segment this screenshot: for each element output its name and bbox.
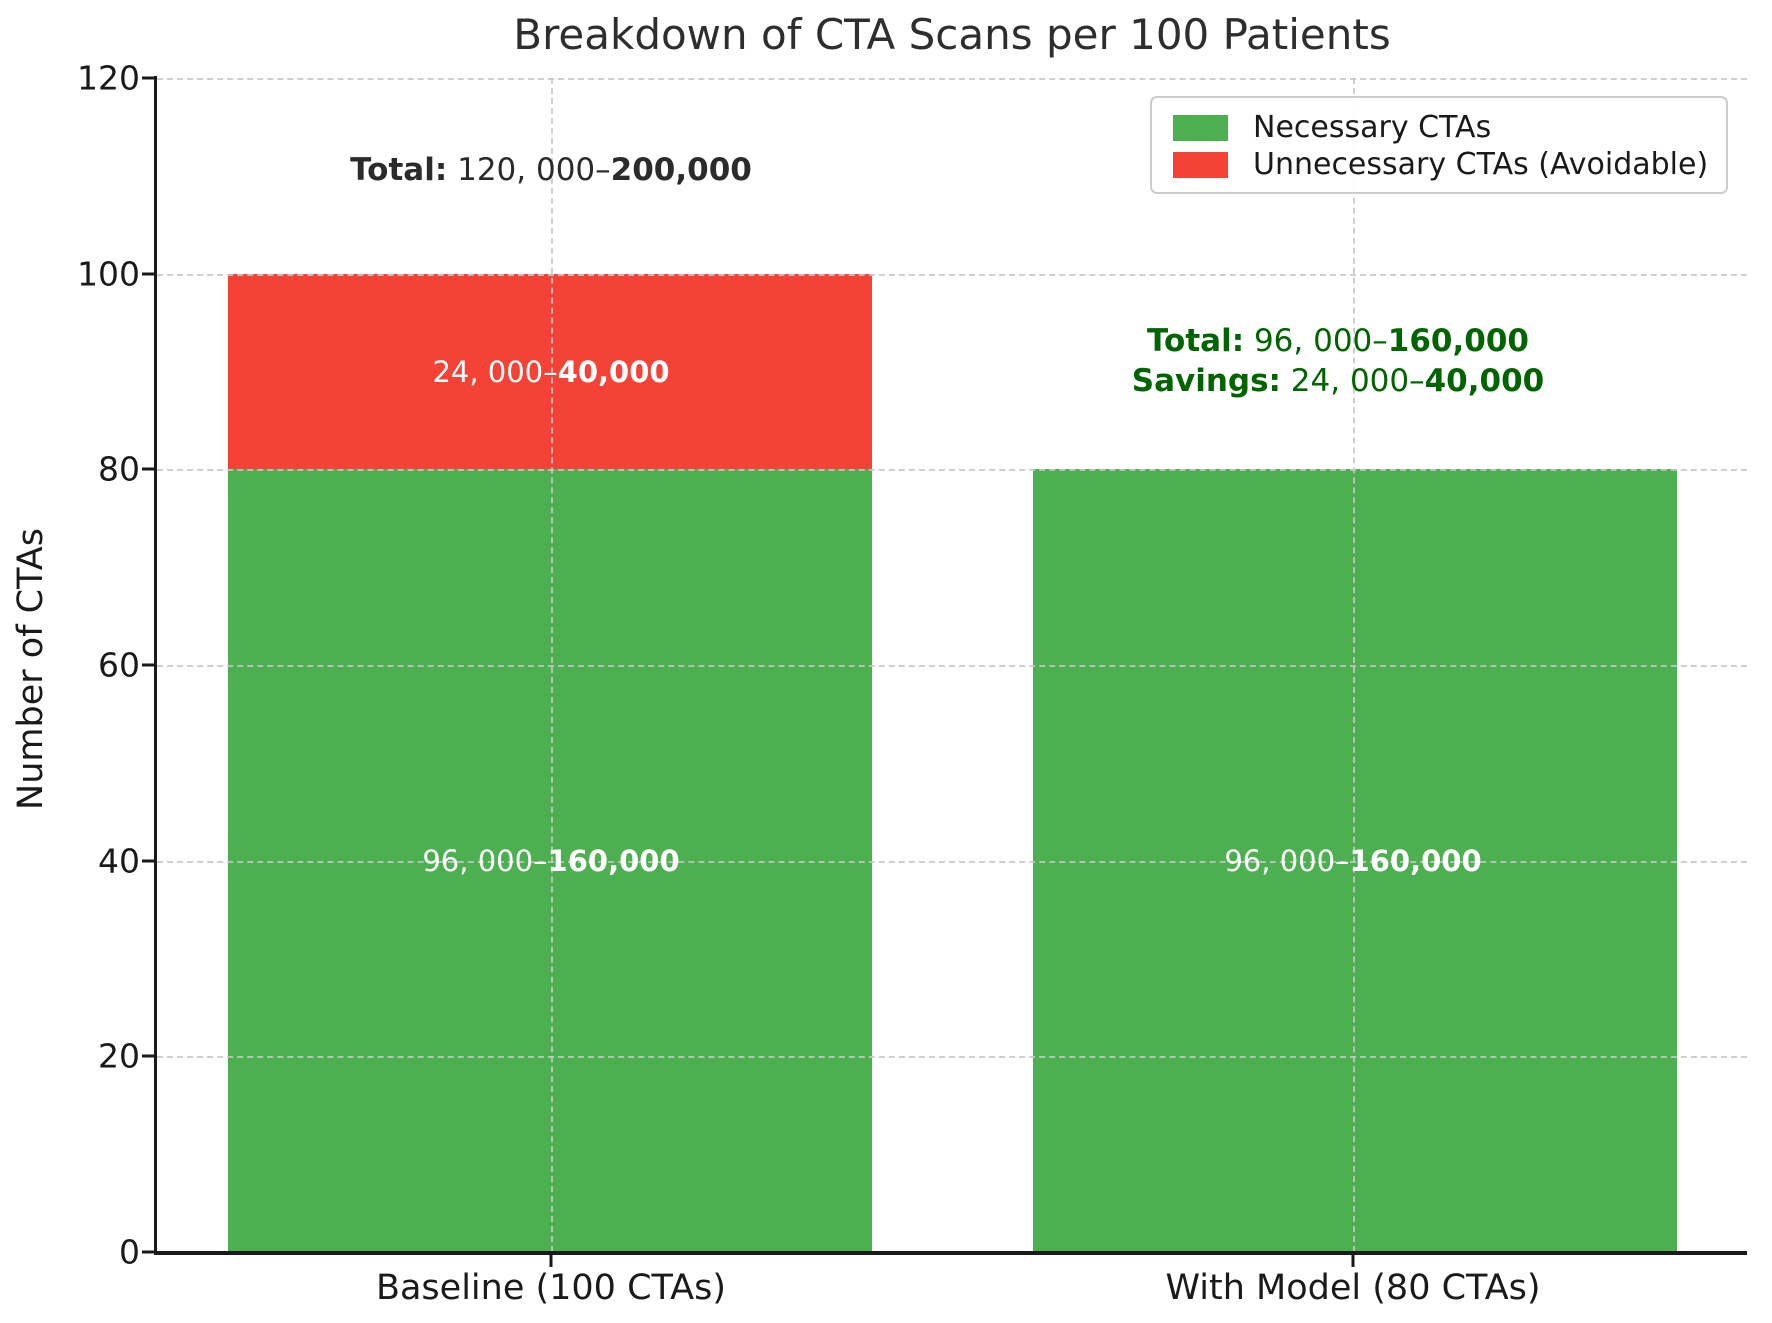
segment-label-baseline-unnecessary: 24, 000–40,000 [432,355,669,389]
annotation-range-bold: 40,000 [1424,363,1545,399]
legend-item-unnecessary: Unnecessary CTAs (Avoidable) [1173,146,1726,183]
annotation-label: Total: [350,152,448,188]
annotation-range: 24, 000– [1280,363,1425,399]
y-tick-label: 80 [98,449,140,489]
y-tick-label: 60 [98,645,140,685]
annotation-model-total-savings: Total: 96, 000–160,000 Savings: 24, 000–… [1132,321,1545,401]
gridline-x-model [1353,78,1355,1252]
plot-area [157,78,1747,1252]
x-tick-label-baseline: Baseline (100 CTAs) [375,1268,727,1308]
segment-range: 96, 000– [422,844,548,878]
segment-label-model-necessary: 96, 000–160,000 [1224,844,1481,878]
legend-swatch-green [1173,114,1228,141]
y-tick-label: 20 [98,1036,140,1076]
gridline-y-100 [157,274,1747,276]
gridline-y-120 [157,78,1747,80]
gridline-y-80 [157,469,1747,471]
y-tickmark-120 [142,76,155,80]
bar-baseline-unnecessary [228,274,872,469]
legend-label: Necessary CTAs [1253,110,1492,145]
y-tickmark-0 [142,1250,155,1254]
chart-title: Breakdown of CTA Scans per 100 Patients [513,10,1391,59]
segment-range-bold: 160,000 [1349,844,1482,878]
x-tickmark-baseline [549,1255,553,1267]
segment-range-bold: 160,000 [547,844,680,878]
annotation-label: Savings: [1131,363,1281,399]
y-tickmark-20 [142,1054,155,1058]
annotation-range-bold: 200,000 [610,152,752,188]
y-tickmark-80 [142,467,155,471]
annotation-range-bold: 160,000 [1387,323,1529,359]
y-tickmark-60 [142,663,155,667]
y-axis-spine [154,76,157,1254]
segment-range: 96, 000– [1224,844,1350,878]
y-tick-label: 0 [119,1232,140,1272]
y-tick-label: 40 [98,841,140,881]
bar-model-necessary [1033,469,1677,1252]
annotation-model-total: Total: 96, 000–160,000 [1132,321,1545,361]
legend: Necessary CTAs Unnecessary CTAs (Avoidab… [1150,96,1728,194]
legend-item-necessary: Necessary CTAs [1173,109,1726,146]
legend-swatch-red [1173,151,1228,178]
annotation-range: 96, 000– [1244,323,1388,359]
segment-label-baseline-necessary: 96, 000–160,000 [422,844,679,878]
x-tickmark-model [1351,1255,1355,1267]
annotation-baseline-total: Total: 120, 000–200,000 [350,152,752,188]
x-tick-label-model: With Model (80 CTAs) [1165,1268,1541,1308]
y-tickmark-100 [142,272,155,276]
annotation-label: Total: [1147,323,1245,359]
gridline-y-40 [157,861,1747,863]
bar-baseline-necessary [228,469,872,1252]
gridline-x-baseline [551,78,553,1252]
annotation-model-savings: Savings: 24, 000–40,000 [1132,361,1545,401]
gridline-y-60 [157,665,1747,667]
y-tick-label: 120 [77,58,140,98]
gridline-y-20 [157,1056,1747,1058]
y-tick-label: 100 [77,254,140,294]
segment-range-bold: 40,000 [557,355,670,389]
segment-range: 24, 000– [432,355,558,389]
annotation-range: 120, 000– [447,152,611,188]
y-tickmark-40 [142,859,155,863]
x-axis-spine [154,1251,1747,1255]
legend-label: Unnecessary CTAs (Avoidable) [1253,147,1709,182]
